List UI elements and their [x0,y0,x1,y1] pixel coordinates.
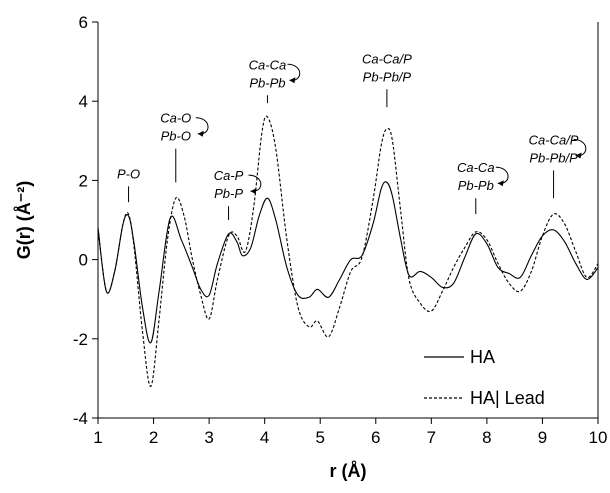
x-tick-label: 3 [204,428,213,447]
x-tick-label: 7 [427,428,436,447]
annotation-arrowhead [497,180,504,187]
annotation-arrow [248,174,262,192]
x-tick-label: 5 [315,428,324,447]
annotation-label: Ca-Ca [457,160,495,175]
annotation-label: Pb-Pb/P [529,151,578,166]
annotation-arrow [495,166,509,184]
annotation-arrow [195,117,209,135]
annotation-layer: P-O Ca-O Pb-O Ca-P Pb-P Ca-Ca Pb-Pb Ca-Ca/P Pb-P… [117,51,587,220]
annotation-arrowhead [575,152,582,159]
y-tick-label: 4 [79,92,88,111]
y-axis-title: G(r) (Å⁻²) [14,181,34,259]
y-tick-label: -2 [73,330,88,349]
x-tick-label: 9 [538,428,547,447]
x-tick-label: 2 [149,428,158,447]
annotation-label: Pb-P [214,186,243,201]
x-axis-ticks: 1 2 3 4 5 6 7 8 9 10 [93,418,607,447]
series-line-ha [97,181,599,344]
legend-label-ha: HA [470,347,495,367]
y-tick-label: 0 [79,251,88,270]
annotation-label: P-O [117,166,140,181]
annotation-label: Ca-Ca [249,57,287,72]
plot-area [97,22,599,419]
annotation-arrow [287,63,301,81]
legend-label-ha-lead: HA| Lead [470,388,545,408]
y-tick-label: 2 [79,171,88,190]
y-axis-ticks: -4 -2 0 2 4 6 [73,13,98,428]
x-tick-label: 8 [482,428,491,447]
x-axis-title: r (Å) [330,461,367,481]
x-tick-label: 4 [260,428,269,447]
annotation-label: Ca-Ca/P [362,51,412,66]
annotation-arrowhead [250,188,257,195]
annotation-arrowhead [289,77,296,84]
annotation-label: Ca-O [160,111,191,126]
annotation-label: Pb-Pb [458,178,494,193]
series-layer [97,115,599,387]
annotation-label: Pb-O [161,129,191,144]
y-tick-label: -4 [73,409,88,428]
legend: HA HA| Lead [424,347,545,408]
annotation-arrowhead [197,130,204,137]
x-tick-label: 6 [371,428,380,447]
series-line-ha-lead [97,115,599,387]
annotation-label: Ca-P [214,168,244,183]
annotation-label: Ca-Ca/P [529,133,579,148]
y-tick-label: 6 [79,13,88,32]
x-tick-label: 1 [93,428,102,447]
annotation-label: Pb-Pb [249,75,285,90]
annotation-label: Pb-Pb/P [363,69,412,84]
x-tick-label: 10 [589,428,608,447]
